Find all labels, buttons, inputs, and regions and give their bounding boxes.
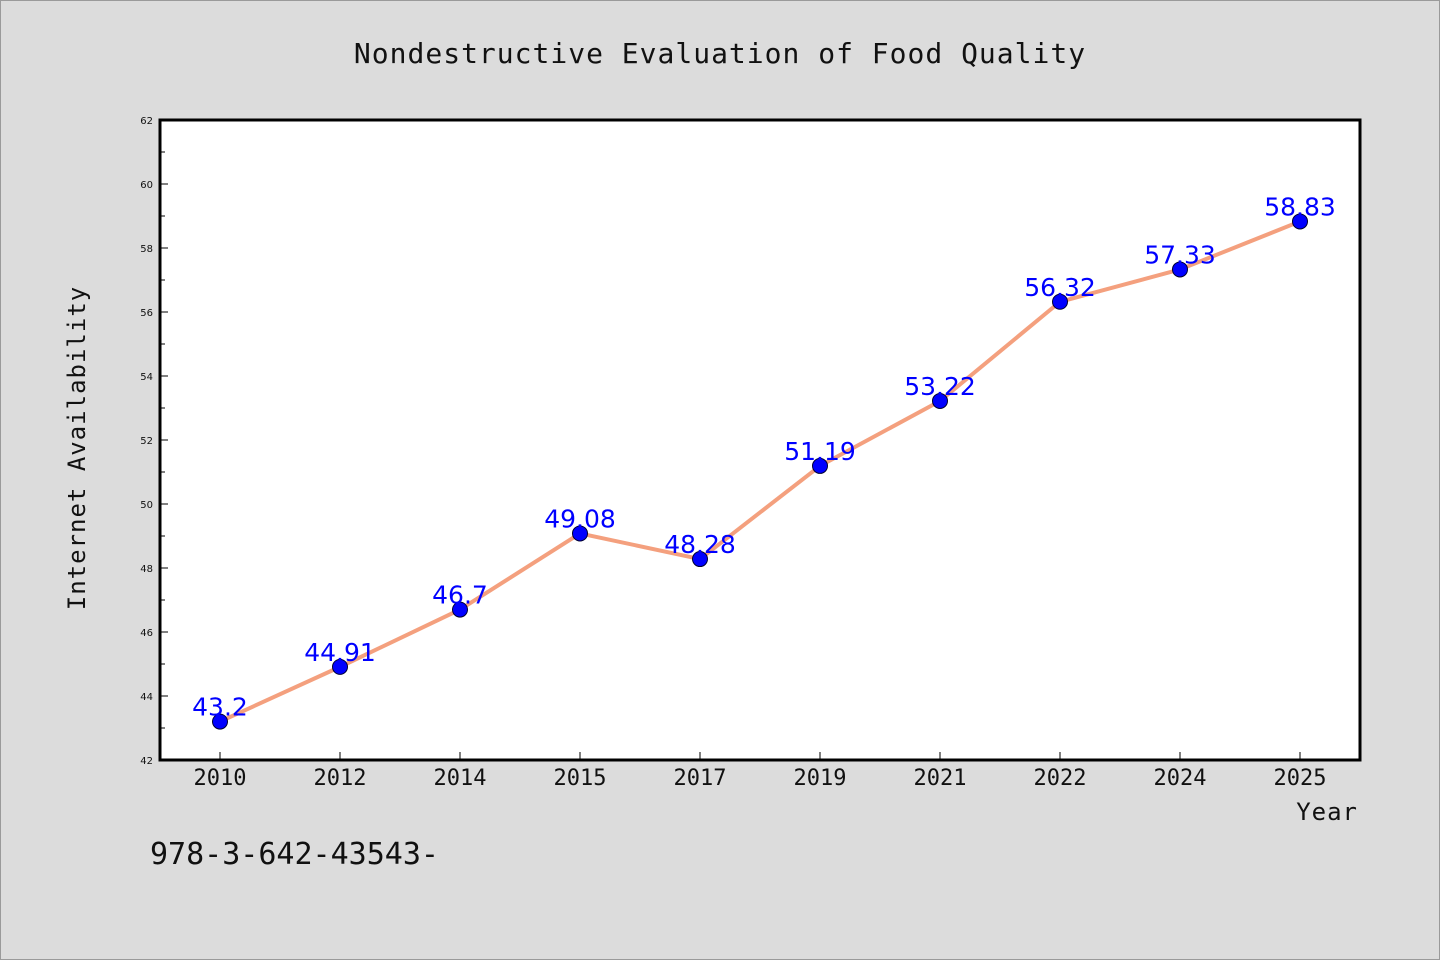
x-axis-title: Year <box>1296 798 1358 826</box>
series-line <box>218 219 1302 724</box>
y-axis-title: Internet Availability <box>63 286 91 610</box>
data-label: 53.22 <box>904 372 976 401</box>
footer-note: 978-3-642-43543- <box>150 837 439 872</box>
data-point <box>932 392 948 409</box>
data-point <box>1172 261 1188 278</box>
y-tick-label: 48 <box>140 564 153 575</box>
data-point <box>1052 293 1068 310</box>
data-labels: 43.2 44.91 46.7 49.08 48.28 51.19 53.22 56.32 57… <box>192 192 1336 721</box>
x-tick-label: 2024 <box>1154 766 1207 791</box>
data-label: 49.08 <box>544 504 616 533</box>
plot-area <box>158 118 1362 762</box>
y-tick-label: 62 <box>140 116 153 127</box>
y-tick-label: 54 <box>140 372 153 383</box>
y-tick-label: 42 <box>140 756 153 767</box>
y-tick-label: 44 <box>140 692 153 703</box>
y-axis: 42 44 46 48 50 52 54 56 58 60 62 <box>140 116 168 767</box>
data-label: 43.2 <box>192 693 248 722</box>
y-tick-label: 50 <box>140 500 153 511</box>
data-label: 58.83 <box>1264 192 1336 221</box>
y-tick-label: 52 <box>140 436 153 447</box>
data-label: 56.32 <box>1024 273 1096 302</box>
data-point <box>212 713 228 730</box>
y-tick-label: 58 <box>140 244 153 255</box>
x-tick-label: 2012 <box>314 766 367 791</box>
chart-title: Nondestructive Evaluation of Food Qualit… <box>354 37 1086 70</box>
data-point <box>572 525 588 542</box>
x-tick-label: 2019 <box>794 766 847 791</box>
x-axis: 2010 2012 2014 2015 2017 2019 2021 2022 2024 2025 <box>194 752 1327 791</box>
data-point <box>332 658 348 675</box>
data-label: 57.33 <box>1144 240 1216 269</box>
y-tick-label: 60 <box>140 180 153 191</box>
x-tick-label: 2022 <box>1034 766 1087 791</box>
data-label: 46.7 <box>432 581 488 610</box>
data-label: 51.19 <box>784 437 856 466</box>
data-point <box>812 457 828 474</box>
x-tick-label: 2025 <box>1274 766 1327 791</box>
y-tick-label: 46 <box>140 628 153 639</box>
data-label: 48.28 <box>664 530 736 559</box>
x-tick-label: 2010 <box>194 766 247 791</box>
data-point <box>1292 213 1308 230</box>
data-point <box>692 551 708 568</box>
data-point <box>452 601 468 618</box>
y-tick-label: 56 <box>140 308 153 319</box>
data-label: 44.91 <box>304 638 376 667</box>
series-layer <box>212 213 1308 730</box>
x-tick-label: 2021 <box>914 766 967 791</box>
x-tick-label: 2014 <box>434 766 487 791</box>
x-tick-label: 2015 <box>554 766 607 791</box>
x-tick-label: 2017 <box>674 766 727 791</box>
